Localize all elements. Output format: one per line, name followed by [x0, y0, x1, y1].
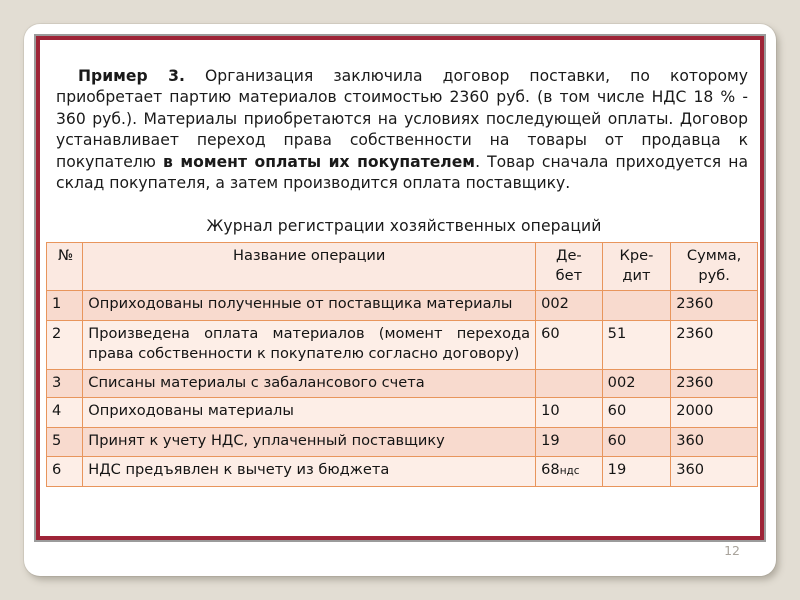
paragraph-part-1: Организация заключила договор поставки, …	[56, 66, 748, 171]
cell-debit-subscript: ндс	[559, 465, 580, 477]
table-header-row: № Название операции Де- бет Кре- дит	[45, 242, 758, 291]
cell-sum: 2360	[670, 319, 758, 370]
cell-number: 4	[45, 397, 84, 428]
cell-number: 2	[45, 319, 84, 370]
header-cell-sum: Сумма, руб.	[670, 242, 758, 291]
table-body: 1 Оприходованы полученные от поставщика …	[45, 290, 758, 487]
table-row: 6 НДС предъявлен к вычету из бюджета 68н…	[45, 456, 758, 487]
table-row: 4 Оприходованы материалы 10 60 2000	[45, 397, 758, 428]
cell-debit: 68ндс	[535, 456, 603, 487]
cell-description: Списаны материалы с забалансового счета	[82, 368, 537, 398]
cell-credit: 60	[601, 397, 672, 428]
header-cell-credit: Кре- дит	[601, 242, 672, 291]
cell-sum: 2360	[670, 368, 758, 398]
header-sum-line2: руб.	[698, 267, 730, 284]
table-header: № Название операции Де- бет Кре- дит	[45, 242, 758, 291]
journal-table-container: № Название операции Де- бет Кре- дит	[45, 242, 758, 487]
cell-debit: 19	[535, 426, 603, 457]
header-cell-number: №	[45, 242, 84, 291]
cell-sum: 360	[670, 426, 758, 457]
paragraph-part-2: . Товар сначала приходуется на склад пок…	[56, 152, 749, 193]
cell-description: НДС предъявлен к вычету из бюджета	[82, 456, 537, 487]
cell-debit-value: 19	[541, 431, 560, 449]
cell-number: 3	[45, 368, 84, 398]
header-debit-line2: бет	[555, 267, 583, 284]
header-credit-line1: Кре-	[619, 247, 654, 264]
cell-debit-value: 68	[541, 461, 560, 478]
example-label: Пример 3.	[78, 66, 185, 85]
cell-credit: 002	[601, 368, 672, 398]
table-row: 3 Списаны материалы с забалансового счет…	[45, 368, 758, 398]
header-debit-line1: Де-	[556, 247, 582, 264]
table-row: 5 Принят к учету НДС, уплаченный поставщ…	[45, 426, 758, 457]
cell-debit-value: 002	[541, 295, 569, 312]
cell-debit: 60	[535, 319, 603, 370]
header-description-line1: Название операции	[232, 247, 386, 264]
header-sum-line1: Сумма,	[686, 247, 742, 264]
header-credit-line2: дит	[622, 267, 651, 284]
cell-number: 1	[45, 290, 84, 321]
journal-title: Журнал регистрации хозяйственных операци…	[206, 217, 602, 235]
cell-debit: 002	[535, 290, 603, 321]
table-row: 1 Оприходованы полученные от поставщика …	[45, 290, 758, 321]
content-frame: Пример 3. Организация заключила договор …	[34, 34, 766, 542]
cell-credit: 60	[601, 426, 672, 457]
table-row: 2 Произведена оплата материалов (момент …	[45, 319, 758, 370]
slide-card: Пример 3. Организация заключила договор …	[24, 24, 776, 576]
cell-debit: 10	[535, 397, 603, 428]
cell-credit: 19	[601, 456, 672, 487]
paragraph-bold-emphasis: в момент оплаты их покупателем	[162, 152, 476, 171]
cell-debit	[535, 368, 603, 398]
cell-sum: 2360	[670, 290, 758, 321]
cell-description: Оприходованы полученные от поставщика ма…	[82, 290, 537, 321]
cell-sum: 2000	[670, 397, 758, 428]
cell-debit-value: 10	[541, 402, 560, 419]
example-paragraph: Пример 3. Организация заключила договор …	[56, 66, 748, 195]
cell-credit	[601, 290, 672, 321]
cell-description: Произведена оплата материалов (момент пе…	[82, 319, 537, 370]
cell-debit-value: 60	[541, 324, 560, 342]
header-cell-debit: Де- бет	[535, 242, 603, 291]
cell-description: Принят к учету НДС, уплаченный поставщик…	[82, 426, 537, 457]
cell-description: Оприходованы материалы	[82, 397, 537, 428]
header-cell-description: Название операции	[82, 242, 537, 291]
header-number-line1: №	[58, 247, 74, 264]
page-number: 12	[724, 543, 740, 558]
journal-table: № Название операции Де- бет Кре- дит	[45, 242, 758, 487]
cell-number: 5	[45, 426, 84, 457]
cell-credit: 51	[601, 319, 672, 370]
cell-number: 6	[45, 456, 84, 487]
cell-sum: 360	[670, 456, 758, 487]
